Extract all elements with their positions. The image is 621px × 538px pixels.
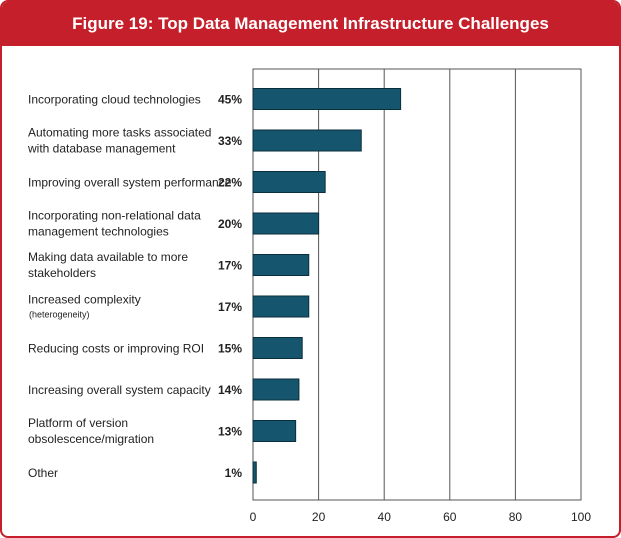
x-tick-label: 60	[443, 510, 457, 524]
category-label: stakeholders	[28, 266, 96, 280]
value-label: 13%	[218, 425, 242, 439]
x-tick-label: 100	[571, 510, 591, 524]
bar	[252, 129, 362, 152]
value-label: 14%	[218, 383, 242, 397]
x-tick-label: 0	[250, 510, 257, 524]
value-label: 33%	[218, 134, 242, 148]
category-label: Improving overall system performance	[28, 176, 232, 190]
category-label: Increasing overall system capacity	[28, 383, 211, 397]
bar	[252, 254, 310, 276]
category-sublabel: (heterogeneity)	[29, 310, 90, 320]
bar	[252, 212, 320, 235]
bar	[252, 378, 300, 401]
category-label: management technologies	[28, 225, 169, 239]
value-label: 1%	[225, 466, 243, 480]
category-label: with database management	[27, 142, 176, 156]
category-label: Making data available to more	[28, 250, 188, 264]
category-label: Increased complexity	[28, 293, 141, 307]
category-label: Incorporating cloud technologies	[28, 93, 201, 107]
value-label: 22%	[218, 176, 242, 190]
value-label: 45%	[218, 93, 242, 107]
bar	[252, 461, 257, 484]
category-label: Reducing costs or improving ROI	[28, 342, 204, 356]
value-label: 17%	[218, 300, 242, 314]
value-label: 17%	[218, 259, 242, 273]
value-label: 20%	[218, 217, 242, 231]
bar	[252, 337, 303, 359]
bar	[252, 171, 326, 193]
category-label: obsolescence/migration	[28, 432, 154, 446]
category-label: Other	[28, 466, 58, 480]
chart-title: Figure 19: Top Data Management Infrastru…	[72, 14, 549, 33]
x-tick-label: 20	[312, 510, 326, 524]
x-tick-label: 40	[378, 510, 392, 524]
category-label: Automating more tasks associated	[28, 126, 211, 140]
value-label: 15%	[218, 342, 242, 356]
x-tick-label: 80	[509, 510, 523, 524]
bar	[252, 420, 297, 442]
title-bar	[2, 2, 619, 46]
category-label: Incorporating non-relational data	[28, 209, 201, 223]
bar	[252, 295, 310, 318]
bar	[252, 88, 402, 110]
category-label: Platform of version	[28, 416, 128, 430]
